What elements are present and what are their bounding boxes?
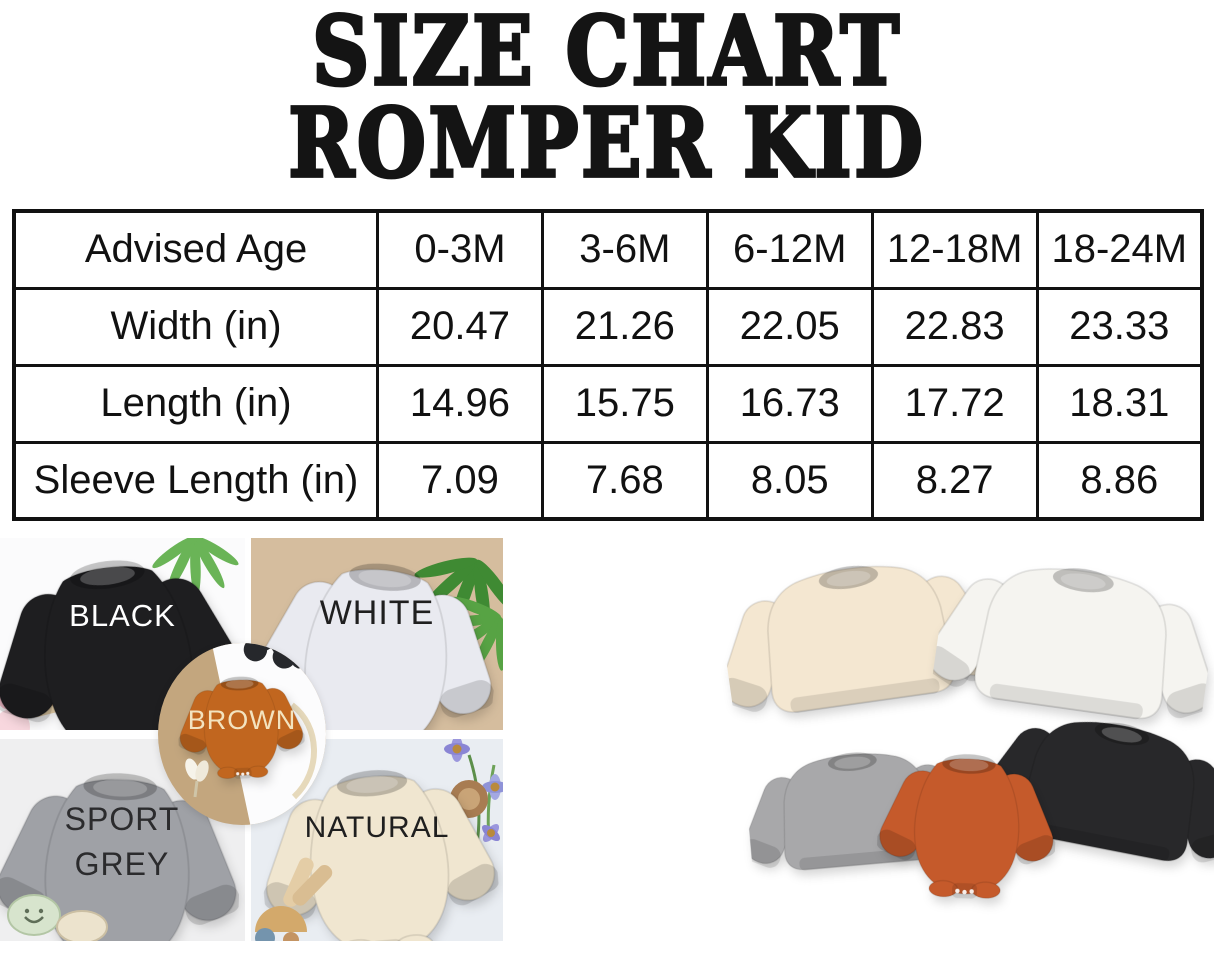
baby-shoes-icon xyxy=(4,885,114,941)
row-label: Width (in) xyxy=(12,286,380,367)
page-title-line1: SIZE CHART xyxy=(311,0,902,107)
table-cell: 18.31 xyxy=(1035,363,1204,444)
page-title-line2: ROMPER KID xyxy=(287,85,926,199)
table-cell: 7.68 xyxy=(540,440,709,521)
table-cell: 8.86 xyxy=(1035,440,1204,521)
table-cell: 20.47 xyxy=(376,286,544,367)
table-cell: 8.27 xyxy=(870,440,1039,521)
table-row-width: Width (in) 20.47 21.26 22.05 22.83 23.33 xyxy=(12,286,1204,367)
table-row-length: Length (in) 14.96 15.75 16.73 17.72 18.3… xyxy=(12,363,1204,444)
row-label: Length (in) xyxy=(12,363,380,444)
age-col-header: 6-12M xyxy=(705,209,874,290)
color-label-sport-grey: SPORT GREY xyxy=(64,801,180,882)
wooden-toy-icon xyxy=(251,854,348,941)
photo-black-romper: BLACK xyxy=(0,538,245,730)
orange-romper-illustration xyxy=(875,735,1059,906)
table-cell: 15.75 xyxy=(540,363,709,444)
table-cell: 14.96 xyxy=(376,363,544,444)
romper-group-photo xyxy=(710,538,1214,945)
age-col-header: 3-6M xyxy=(540,209,709,290)
table-cell: 21.26 xyxy=(540,286,709,367)
table-cell: 7.09 xyxy=(376,440,544,521)
table-row-sleeve-length: Sleeve Length (in) 7.09 7.68 8.05 8.27 8… xyxy=(12,440,1204,521)
table-cell: 22.05 xyxy=(705,286,874,367)
table-cell: 16.73 xyxy=(705,363,874,444)
color-label-natural: NATURAL xyxy=(304,811,450,844)
color-label-black: BLACK xyxy=(69,598,176,633)
table-cell: 22.83 xyxy=(870,286,1039,367)
row-label: Sleeve Length (in) xyxy=(12,440,380,521)
age-col-header: 0-3M xyxy=(376,209,544,290)
color-label-brown: BROWN xyxy=(187,705,297,735)
table-cell: 8.05 xyxy=(705,440,874,521)
color-label-white: WHITE xyxy=(319,594,435,632)
table-corner-label: Advised Age xyxy=(12,209,380,290)
white-flower-icon xyxy=(180,757,214,799)
strap-cord xyxy=(280,701,326,801)
age-col-header: 18-24M xyxy=(1035,209,1204,290)
table-cell: 23.33 xyxy=(1035,286,1204,367)
photo-brown-romper: BROWN xyxy=(158,643,326,825)
table-cell: 17.72 xyxy=(870,363,1039,444)
table-row-header: Advised Age 0-3M 3-6M 6-12M 12-18M 18-24… xyxy=(12,209,1204,290)
age-col-header: 12-18M xyxy=(870,209,1039,290)
size-table: Advised Age 0-3M 3-6M 6-12M 12-18M 18-24… xyxy=(12,209,1204,521)
page-title: SIZE CHART ROMPER KID xyxy=(0,0,1214,193)
